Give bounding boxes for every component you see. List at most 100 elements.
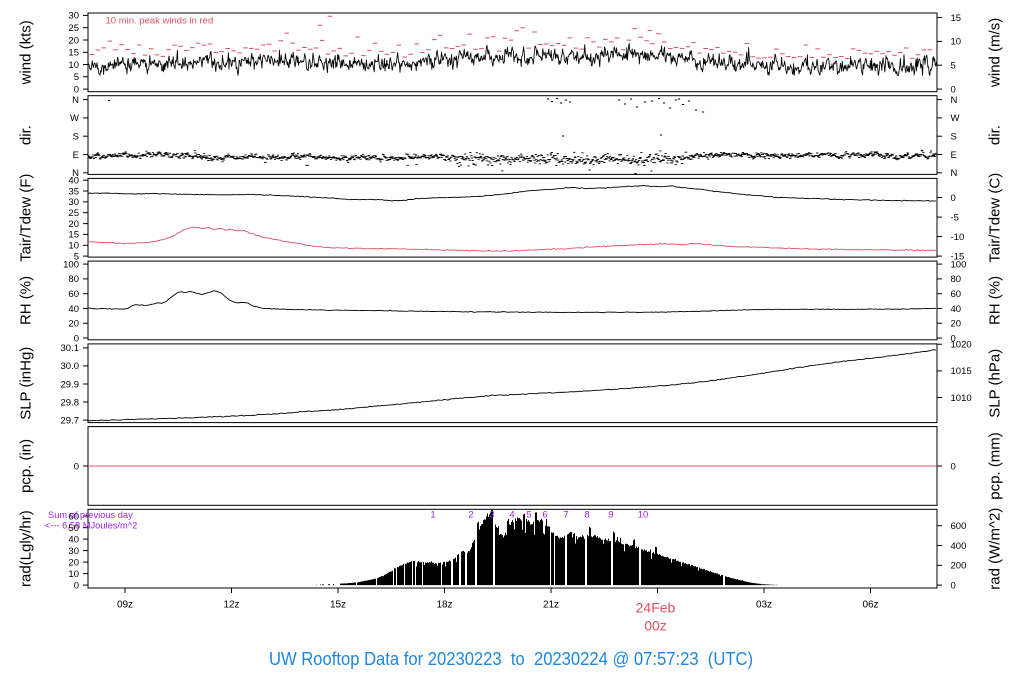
svg-text:5: 5 bbox=[74, 72, 79, 83]
svg-text:0: 0 bbox=[951, 84, 956, 95]
svg-text:W: W bbox=[951, 113, 960, 124]
svg-text:-10: -10 bbox=[951, 232, 965, 243]
svg-text:30: 30 bbox=[68, 546, 79, 557]
svg-text:20: 20 bbox=[951, 319, 962, 330]
svg-text:30: 30 bbox=[68, 197, 79, 208]
svg-text:8: 8 bbox=[584, 510, 589, 521]
svg-text:35: 35 bbox=[68, 186, 79, 197]
svg-text:N: N bbox=[72, 95, 79, 106]
svg-text:29.7: 29.7 bbox=[61, 415, 80, 426]
svg-text:0: 0 bbox=[951, 193, 956, 204]
svg-text:1015: 1015 bbox=[951, 366, 972, 377]
svg-text:40: 40 bbox=[68, 534, 79, 545]
svg-text:30.0: 30.0 bbox=[61, 361, 80, 372]
svg-text:60: 60 bbox=[68, 511, 79, 522]
svg-text:Sum of previous day: Sum of previous day bbox=[48, 510, 133, 520]
svg-text:SLP (hPa): SLP (hPa) bbox=[987, 349, 1004, 418]
svg-text:rad(Lgly/hr): rad(Lgly/hr) bbox=[17, 510, 34, 587]
svg-text:pcp. (mm): pcp. (mm) bbox=[987, 432, 1004, 500]
svg-text:40: 40 bbox=[951, 304, 962, 315]
svg-text:0: 0 bbox=[74, 333, 79, 344]
svg-text:03z: 03z bbox=[756, 600, 772, 611]
svg-text:25: 25 bbox=[68, 208, 79, 219]
svg-text:12z: 12z bbox=[223, 600, 239, 611]
svg-text:600: 600 bbox=[951, 521, 967, 532]
svg-text:40: 40 bbox=[68, 304, 79, 315]
svg-text:W: W bbox=[70, 113, 79, 124]
svg-text:06z: 06z bbox=[862, 600, 878, 611]
svg-text:RH (%): RH (%) bbox=[987, 276, 1004, 325]
svg-text:80: 80 bbox=[951, 274, 962, 285]
svg-text:25: 25 bbox=[68, 23, 79, 34]
svg-text:15z: 15z bbox=[330, 600, 346, 611]
svg-text:40: 40 bbox=[68, 176, 79, 187]
svg-text:1020: 1020 bbox=[951, 340, 972, 351]
svg-text:E: E bbox=[73, 150, 79, 161]
svg-text:dir.: dir. bbox=[987, 125, 1004, 145]
svg-text:50: 50 bbox=[68, 523, 79, 534]
svg-text:30.1: 30.1 bbox=[61, 343, 80, 354]
svg-text:-15: -15 bbox=[951, 251, 965, 262]
svg-text:100: 100 bbox=[951, 259, 967, 270]
svg-text:20: 20 bbox=[68, 557, 79, 568]
svg-text:E: E bbox=[951, 150, 957, 161]
svg-text:2: 2 bbox=[468, 510, 473, 521]
svg-text:1: 1 bbox=[430, 510, 435, 521]
svg-text:rad (W/m^2): rad (W/m^2) bbox=[987, 508, 1004, 590]
svg-text:20: 20 bbox=[68, 319, 79, 330]
svg-text:60: 60 bbox=[68, 289, 79, 300]
svg-text:<--- 6.58 MJoules/m^2: <--- 6.58 MJoules/m^2 bbox=[45, 521, 137, 531]
svg-text:6: 6 bbox=[542, 510, 547, 521]
svg-text:15: 15 bbox=[68, 48, 79, 59]
svg-text:10: 10 bbox=[68, 569, 79, 580]
svg-text:0: 0 bbox=[951, 580, 956, 591]
svg-text:09z: 09z bbox=[117, 600, 133, 611]
svg-text:18z: 18z bbox=[436, 600, 452, 611]
svg-text:30: 30 bbox=[68, 11, 79, 22]
svg-text:0: 0 bbox=[951, 333, 956, 344]
svg-text:pcp. (in): pcp. (in) bbox=[18, 439, 35, 493]
svg-text:21z: 21z bbox=[543, 600, 559, 611]
svg-text:1010: 1010 bbox=[951, 393, 972, 404]
svg-text:20: 20 bbox=[68, 219, 79, 230]
svg-text:29.9: 29.9 bbox=[61, 379, 80, 390]
svg-text:5: 5 bbox=[74, 251, 79, 262]
svg-text:S: S bbox=[73, 132, 79, 143]
svg-text:0: 0 bbox=[951, 461, 956, 472]
svg-text:N: N bbox=[951, 95, 958, 106]
svg-text:Tair/Tdew (F): Tair/Tdew (F) bbox=[18, 174, 35, 262]
svg-text:5: 5 bbox=[526, 510, 531, 521]
svg-text:N: N bbox=[72, 168, 79, 179]
svg-text:9: 9 bbox=[608, 510, 613, 521]
svg-text:100: 100 bbox=[63, 259, 79, 270]
svg-text:60: 60 bbox=[951, 289, 962, 300]
svg-text:24Feb: 24Feb bbox=[636, 600, 676, 616]
svg-text:7: 7 bbox=[563, 510, 568, 521]
svg-text:SLP (inHg): SLP (inHg) bbox=[17, 347, 34, 420]
svg-text:0: 0 bbox=[74, 84, 79, 95]
svg-text:5: 5 bbox=[951, 61, 956, 72]
svg-text:Tair/Tdew (C): Tair/Tdew (C) bbox=[987, 173, 1004, 263]
svg-text:400: 400 bbox=[951, 541, 967, 552]
svg-text:0: 0 bbox=[74, 461, 79, 472]
svg-text:wind (kts): wind (kts) bbox=[18, 20, 35, 85]
svg-text:N: N bbox=[951, 168, 958, 179]
svg-text:29.8: 29.8 bbox=[61, 397, 80, 408]
svg-text:00z: 00z bbox=[644, 618, 667, 634]
svg-text:S: S bbox=[951, 132, 957, 143]
svg-text:RH (%): RH (%) bbox=[18, 276, 35, 325]
svg-text:10: 10 bbox=[638, 510, 649, 521]
svg-text:wind (m/s): wind (m/s) bbox=[987, 18, 1004, 88]
svg-text:dir.: dir. bbox=[18, 125, 35, 145]
svg-text:0: 0 bbox=[74, 580, 79, 591]
svg-text:20: 20 bbox=[68, 35, 79, 46]
svg-text:4: 4 bbox=[509, 510, 514, 521]
svg-text:80: 80 bbox=[68, 274, 79, 285]
svg-text:3: 3 bbox=[489, 510, 494, 521]
svg-text:10: 10 bbox=[68, 60, 79, 71]
svg-text:UW Rooftop Data for 20230223: UW Rooftop Data for 20230223 to 20230224… bbox=[269, 649, 753, 669]
svg-text:10: 10 bbox=[951, 37, 962, 48]
svg-text:10 min. peak winds in red: 10 min. peak winds in red bbox=[106, 16, 214, 27]
svg-text:10: 10 bbox=[68, 241, 79, 252]
svg-text:15: 15 bbox=[68, 230, 79, 241]
